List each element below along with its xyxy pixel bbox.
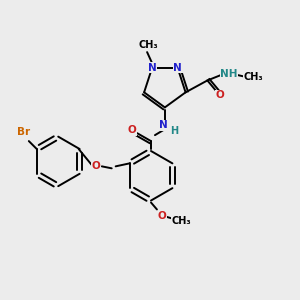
- Text: CH₃: CH₃: [138, 40, 158, 50]
- Text: O: O: [216, 90, 225, 100]
- Text: O: O: [128, 125, 136, 135]
- Text: Br: Br: [17, 127, 30, 137]
- Text: O: O: [92, 161, 100, 171]
- Text: N: N: [148, 63, 156, 73]
- Text: H: H: [170, 126, 178, 136]
- Text: CH₃: CH₃: [243, 73, 263, 82]
- Text: N: N: [173, 63, 182, 73]
- Text: N: N: [160, 120, 168, 130]
- Text: O: O: [158, 212, 166, 221]
- Text: NH: NH: [220, 68, 238, 79]
- Text: CH₃: CH₃: [172, 216, 191, 226]
